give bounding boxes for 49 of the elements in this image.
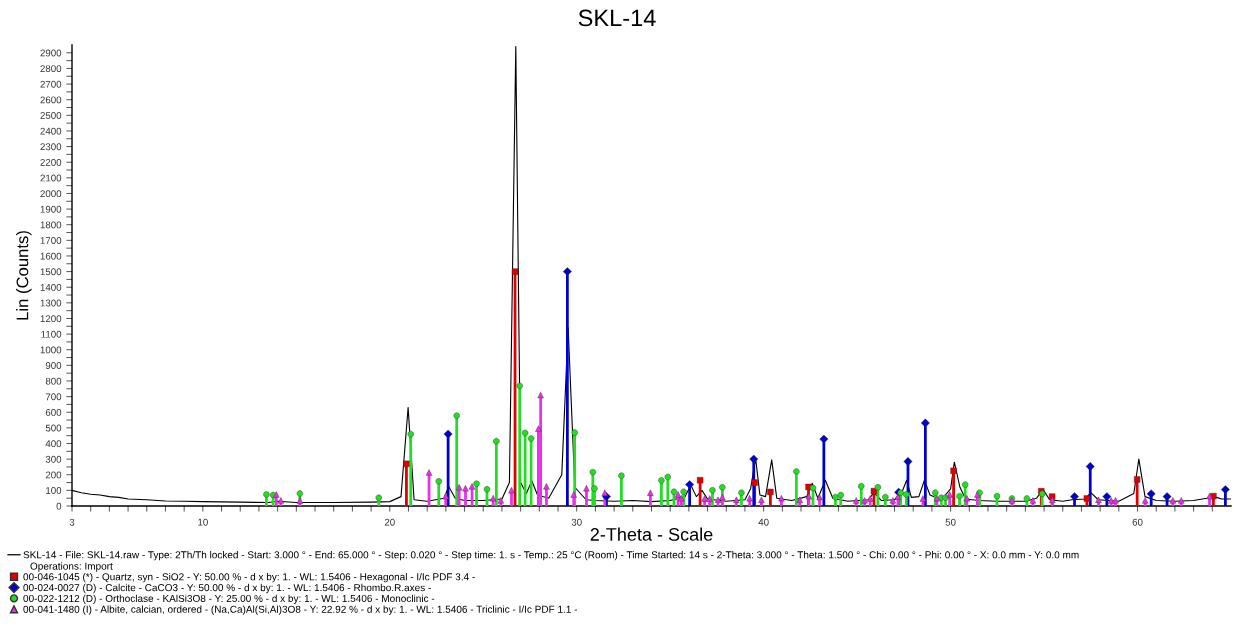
y-tick-label: 1900 [40,205,62,213]
y-tick-label: 2900 [40,49,62,57]
line-series [72,46,1231,504]
y-tick-label: 0 [56,502,62,510]
x-tick-label: 30 [571,518,582,526]
legend-label: 00-041-1480 (I) - Albite, calcian, ordered - (Na,Ca)Al(Si,Al)3O8 - Y: 22.92 % - d x by: 1. - WL: 1.5406 - Triclinic - I/Ic PDF 1.1 - [23,605,578,615]
x-tick-label: 10 [198,518,208,526]
y-tick-label: 1300 [40,299,62,307]
y-tick-label: 1500 [40,268,62,276]
y-tick-label: 800 [45,377,62,385]
x-tick-label: 3 [69,518,75,526]
y-axis-title: Lin (Counts) [16,231,32,320]
legend-label: SKL-14 - File: SKL-14.raw - Type: 2Th/Th locked - Start: 3.000 ° - End: 65.000 ° - Step: 0.020 ° - Step time: 1. s - Temp.: 25 °C (Room) - Time Started: 14 s - 2-Theta: 3.000 ° - Theta: 1.500 ° - Chi: 0.00 ° - Phi: 0.00 ° - X: 0.0 mm - Y: 0.0 mm [23,551,1079,561]
y-tick-label: 1700 [40,237,62,244]
y-tick-label: 2200 [40,158,62,166]
y-tick-label: 1400 [40,283,62,291]
y-tick-label: 900 [45,362,62,369]
y-tick-label: 1000 [40,346,62,354]
x-tick-label: 20 [384,518,395,526]
x-tick-label: 50 [945,518,956,526]
point [1221,485,1230,494]
y-tick-label: 2300 [40,143,62,151]
y-tick-label: 1800 [40,221,62,229]
y-tick-label: 2500 [40,112,62,119]
y-tick-label: 200 [45,471,62,479]
y-tick-label: 1200 [40,315,62,323]
y-tick-label: 2800 [40,65,62,73]
y-tick-label: 600 [45,408,62,416]
y-tick-label: 2700 [40,80,62,88]
x-tick-label: 60 [1132,518,1143,526]
legend-label: 00-022-1212 (D) - Orthoclase - KAlSi3O8 - Y: 25.00 % - d x by: 1. - WL: 1.5406 - Monoclinic - [23,594,435,604]
x-axis-title: 2-Theta - Scale [590,527,713,541]
legend-label: 00-046-1045 (*) - Quartz, syn - SiO2 - Y: 50.00 % - d x by: 1. - WL: 1.5406 - Hexagonal - I/Ic PDF 3.4 - [23,573,475,583]
y-tick-label: 1600 [40,252,62,260]
x-tick-label: 40 [758,518,769,526]
y-tick-label: 100 [46,487,62,494]
point [601,489,608,496]
y-tick-label: 2000 [40,190,62,198]
y-tick-label: 700 [45,393,62,401]
y-tick-label: 400 [45,440,62,448]
y-tick-label: 2100 [40,174,62,182]
y-tick-label: 2400 [40,127,62,135]
text: Operations: Import [30,562,113,572]
y-tick-label: 500 [45,424,62,432]
y-tick-label: 300 [45,455,62,463]
legend-label: 00-024-0027 (D) - Calcite - CaCO3 - Y: 50.00 % - d x by: 1. - WL: 1.5406 - Rhombo.R.axes - [23,583,431,594]
chart-title: SKL-14 [578,9,656,27]
y-tick-label: 2600 [40,96,62,104]
y-tick-label: 1100 [41,330,62,338]
